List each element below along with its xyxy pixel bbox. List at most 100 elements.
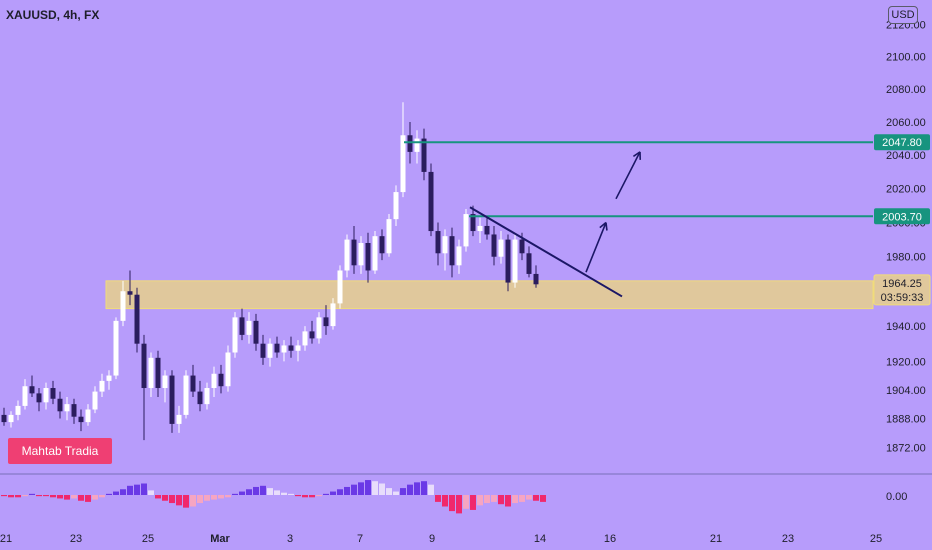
- histogram-bar: [1, 495, 7, 497]
- support-zone: [105, 280, 874, 310]
- candle-body: [246, 320, 252, 335]
- x-tick-label: 9: [429, 533, 435, 545]
- candle-body: [141, 343, 147, 389]
- candle-body: [295, 345, 301, 351]
- histogram-bar: [113, 491, 119, 495]
- y-tick-label: 1872.00: [886, 442, 926, 454]
- candle-body: [407, 135, 413, 152]
- histogram-bar: [127, 485, 133, 495]
- candle-body: [225, 352, 231, 387]
- candle-body: [85, 409, 91, 423]
- histogram-bar: [414, 482, 420, 495]
- candle-body: [365, 243, 371, 271]
- histogram-bar: [15, 495, 21, 498]
- candle-body: [421, 138, 427, 172]
- candle-body: [183, 375, 189, 415]
- histogram-bar: [456, 495, 462, 514]
- histogram-bar: [225, 495, 231, 498]
- up-arrows: [585, 151, 642, 273]
- y-tick-label: 1888.00: [886, 413, 926, 425]
- candle-body: [113, 320, 119, 376]
- candle-body: [36, 393, 42, 403]
- x-tick-label: 23: [70, 533, 82, 545]
- candle-body: [22, 386, 28, 406]
- histogram-bar: [316, 495, 322, 497]
- histogram-bar: [141, 483, 147, 495]
- candle-body: [106, 375, 112, 381]
- candle-body: [435, 231, 441, 254]
- x-axis-ticks: 21 23 25 Mar 3 7 9 14 16 21 23 25: [0, 533, 882, 545]
- histogram-bar: [134, 484, 140, 495]
- histogram-bar: [498, 495, 504, 505]
- candle-body: [71, 404, 77, 417]
- histogram-bar: [393, 491, 399, 495]
- svg-text:2003.70: 2003.70: [882, 211, 922, 223]
- histogram-bar: [491, 495, 497, 502]
- histogram-bar: [29, 493, 35, 495]
- candle-body: [470, 214, 476, 232]
- histogram-bar: [526, 495, 532, 500]
- histogram-bar: [372, 481, 378, 495]
- candle-body: [176, 414, 182, 424]
- descending-trendline: [469, 206, 623, 298]
- histogram-bar: [323, 493, 329, 495]
- candle-body: [239, 317, 245, 335]
- candle-body: [232, 317, 238, 353]
- candle-body: [379, 236, 385, 254]
- candle-body: [218, 373, 224, 387]
- histogram-bar: [519, 495, 525, 502]
- candle-body: [316, 317, 322, 339]
- candle-body: [498, 239, 504, 257]
- histogram-bar: [477, 495, 483, 506]
- last-price-label: 1964.25 03:59:33: [873, 274, 931, 306]
- y-tick-label: 1980.00: [886, 252, 926, 264]
- y-tick-label: 1940.00: [886, 321, 926, 333]
- histogram-bar: [106, 493, 112, 495]
- histogram-bar: [190, 495, 196, 507]
- arrow: [615, 151, 642, 200]
- histogram-bar: [8, 495, 14, 498]
- histogram-bar: [463, 495, 469, 509]
- histogram-bar: [22, 495, 28, 497]
- candle-body: [344, 239, 350, 271]
- histogram-bar: [246, 489, 252, 495]
- histogram-bar: [232, 493, 238, 495]
- candle-body: [197, 391, 203, 405]
- candle-body: [463, 214, 469, 247]
- histogram-bar: [288, 493, 294, 495]
- histogram-bar: [309, 495, 315, 498]
- candle-body: [288, 345, 294, 351]
- watermark-badge: Mahtab Tradia: [8, 438, 112, 464]
- svg-text:03:59:33: 03:59:33: [881, 292, 924, 304]
- histogram-bar: [211, 495, 217, 500]
- histogram-bar: [358, 482, 364, 495]
- candle-body: [526, 253, 532, 274]
- histogram-bar: [71, 495, 77, 499]
- candle-body: [162, 375, 168, 389]
- y-tick-label: 1904.00: [886, 385, 926, 397]
- y-tick-label: 2040.00: [886, 150, 926, 162]
- candle-body: [50, 388, 56, 399]
- candle-body: [330, 303, 336, 327]
- candle-body: [358, 243, 364, 266]
- candle-body: [78, 416, 84, 423]
- histogram-bar: [36, 495, 42, 497]
- histogram-bar: [365, 480, 371, 495]
- histogram-bar: [267, 488, 273, 495]
- candle-body: [442, 236, 448, 254]
- candle-body: [57, 398, 63, 412]
- histogram-bar: [57, 495, 63, 499]
- histogram-bar: [155, 495, 161, 499]
- svg-text:1964.25: 1964.25: [882, 278, 922, 290]
- histogram-bar: [148, 490, 154, 495]
- candle-body: [337, 270, 343, 304]
- currency-button[interactable]: USD: [888, 6, 918, 24]
- histogram-bar: [274, 490, 280, 495]
- histogram-bar: [421, 481, 427, 495]
- candle-body: [456, 246, 462, 266]
- x-tick-label: 21: [0, 533, 12, 545]
- candle-body: [484, 225, 490, 235]
- oscillator-histogram: [1, 480, 546, 514]
- x-tick-label: 25: [142, 533, 154, 545]
